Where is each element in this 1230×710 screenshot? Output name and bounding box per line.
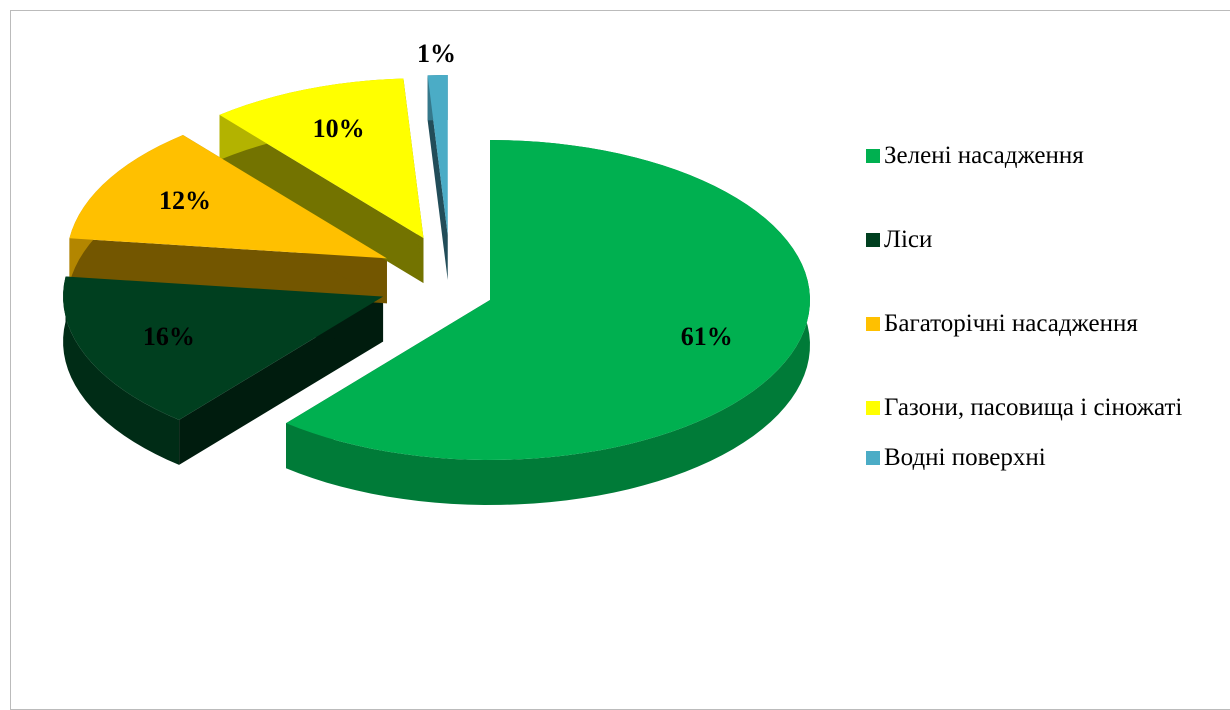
slice-wall [427, 75, 448, 281]
legend-item: Водні поверхні [866, 442, 1221, 474]
data-label: 1% [417, 39, 456, 68]
legend-label: Зелені насадження [884, 142, 1084, 169]
legend-swatch [866, 149, 880, 163]
slice [69, 135, 387, 259]
legend-swatch [866, 451, 880, 465]
legend-swatch [866, 317, 880, 331]
data-label: 10% [313, 114, 365, 143]
legend-swatch [866, 401, 880, 415]
slice-side [63, 276, 180, 465]
legend-label: Водні поверхні [884, 444, 1046, 471]
slice-wall [219, 114, 424, 284]
slice [63, 276, 384, 420]
chart: 61% 16% 12% 10% 1% [63, 39, 810, 505]
slice-tops: 61% 16% 12% 10% 1% [63, 39, 810, 460]
legend: Зелені насадження Ліси Багаторічні насадже… [866, 140, 1221, 474]
data-label: 16% [143, 322, 195, 351]
legend-item: Багаторічні насадження [866, 308, 1221, 340]
slice-side [286, 140, 810, 505]
slice [286, 140, 810, 460]
legend-swatch [866, 233, 880, 247]
slice [427, 75, 448, 236]
slice [219, 78, 424, 239]
legend-item: Газони, пасовища і сіножаті [866, 392, 1221, 424]
data-label: 12% [159, 186, 211, 215]
legend-label: Газони, пасовища і сіножаті [884, 394, 1183, 421]
legend-label: Ліси [884, 226, 933, 253]
data-label: 61% [681, 322, 733, 351]
legend-label: Багаторічні насадження [884, 310, 1138, 337]
legend-item: Ліси [866, 224, 1221, 256]
legend-item: Зелені насадження [866, 140, 1221, 172]
slice-wall [179, 296, 384, 465]
